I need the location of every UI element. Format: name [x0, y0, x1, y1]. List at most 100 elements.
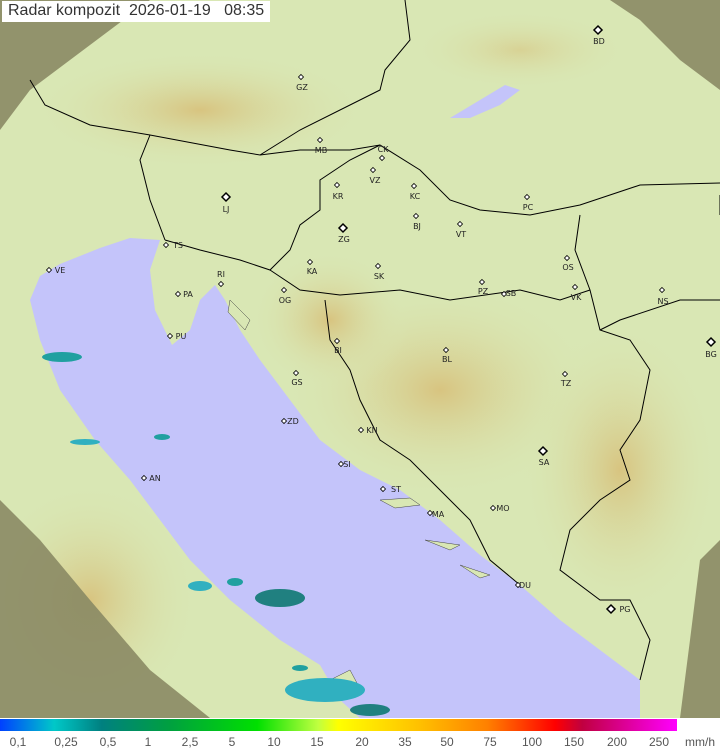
- station-label: VK: [571, 293, 582, 302]
- radar-map[interactable]: GZ BD MB CK VZ KR KC PC LJ BJ VT ZG TS VE RI KA SK OS PA OG…: [0, 0, 720, 718]
- station-label: CK: [378, 145, 390, 154]
- legend-tick: 1: [144, 735, 152, 749]
- station-marker-icon: [140, 474, 148, 482]
- station-marker-icon: [297, 73, 305, 81]
- station-label: VZ: [370, 176, 381, 185]
- station-label: SA: [539, 458, 550, 467]
- station-label: KA: [307, 267, 318, 276]
- legend-tick: 0,1: [9, 735, 27, 749]
- station-label: VT: [456, 230, 466, 239]
- station-marker-icon: [220, 191, 232, 203]
- station-label: VE: [55, 266, 66, 275]
- station-marker-icon: [478, 278, 486, 286]
- station-label: SK: [374, 272, 385, 281]
- station-marker-icon: [174, 290, 182, 298]
- adriatic-sea: [30, 238, 640, 718]
- station-label: MA: [432, 510, 445, 519]
- station-marker-icon: [658, 286, 666, 294]
- station-label: PA: [183, 290, 193, 299]
- station-label: ST: [391, 485, 401, 494]
- station-label: GZ: [296, 83, 308, 92]
- legend-tick: 5: [228, 735, 236, 749]
- station-label: BL: [442, 355, 452, 364]
- station-label: PC: [523, 203, 534, 212]
- radar-echoes: [42, 352, 390, 716]
- station-marker-icon: [280, 417, 288, 425]
- station-marker-icon: [280, 286, 288, 294]
- station-marker-icon: [537, 445, 549, 457]
- station-marker-icon: [442, 346, 450, 354]
- station-marker-icon: [410, 182, 418, 190]
- station-marker-icon: [369, 166, 377, 174]
- terrain-shading: [0, 10, 720, 718]
- legend-tick: 50: [440, 735, 454, 749]
- station-marker-icon: [357, 426, 365, 434]
- station-label: ZG: [338, 235, 350, 244]
- station-marker-icon: [456, 220, 464, 228]
- station-label: NS: [657, 297, 668, 306]
- station-marker-icon: [337, 222, 349, 234]
- station-marker-icon: [374, 262, 382, 270]
- station-label: BG: [705, 350, 717, 359]
- legend-tick: 20: [355, 735, 369, 749]
- legend-ticks: 0,1 0,25 0,5 1 2,5 5 10 15 20 35 50 75 1…: [0, 735, 720, 751]
- stations: GZ BD MB CK VZ KR KC PC LJ BJ VT ZG TS VE RI KA SK OS PA OG…: [45, 24, 717, 615]
- station-label: AN: [149, 474, 160, 483]
- station-label: TS: [172, 241, 183, 250]
- out-of-range-area: [0, 0, 720, 718]
- station-marker-icon: [563, 254, 571, 262]
- legend-tick: 0,25: [54, 735, 78, 749]
- legend-tick: 2,5: [181, 735, 199, 749]
- station-label: KR: [333, 192, 344, 201]
- station-marker-icon: [333, 181, 341, 189]
- station-label: SB: [506, 289, 517, 298]
- station-marker-icon: [489, 504, 497, 512]
- legend-tick: 10: [267, 735, 281, 749]
- station-marker-icon: [592, 24, 604, 36]
- station-label: BJ: [413, 222, 421, 231]
- station-label: MO: [496, 504, 509, 513]
- station-label: RI: [217, 270, 225, 279]
- station-label: OS: [562, 263, 573, 272]
- station-label: GS: [291, 378, 302, 387]
- precipitation-color-scale: [0, 719, 677, 731]
- station-marker-icon: [316, 136, 324, 144]
- station-label: PZ: [478, 287, 489, 296]
- country-borders: [29, 0, 720, 681]
- station-marker-icon: [166, 332, 174, 340]
- station-marker-icon: [162, 241, 170, 249]
- station-label: TZ: [560, 379, 572, 388]
- station-label: OG: [279, 296, 292, 305]
- station-marker-icon: [561, 370, 569, 378]
- legend-tick: 15: [310, 735, 324, 749]
- map-title: Radar kompozit 2026-01-19 08:35: [2, 1, 271, 22]
- station-label: LJ: [223, 205, 230, 214]
- legend-tick: 35: [398, 735, 412, 749]
- station-label: MB: [315, 146, 327, 155]
- station-marker-icon: [523, 193, 531, 201]
- station-label: KC: [410, 192, 421, 201]
- station-marker-icon: [306, 258, 314, 266]
- station-marker-icon: [571, 283, 579, 291]
- station-marker-icon: [605, 603, 617, 615]
- legend-tick: 150: [563, 735, 585, 749]
- station-marker-icon: [217, 280, 225, 288]
- station-marker-icon: [378, 154, 386, 162]
- station-label: PG: [619, 605, 630, 614]
- station-label: PU: [176, 332, 187, 341]
- legend-tick: 75: [483, 735, 497, 749]
- lake-balaton: [450, 85, 520, 118]
- station-label: ZD: [287, 417, 299, 426]
- station-marker-icon: [333, 337, 341, 345]
- station-marker-icon: [292, 369, 300, 377]
- station-marker-icon: [337, 460, 345, 468]
- station-marker-icon: [45, 266, 53, 274]
- station-label: SI: [343, 460, 350, 469]
- station-marker-icon: [426, 509, 434, 517]
- station-label: KN: [366, 426, 377, 435]
- legend-tick: 100: [521, 735, 543, 749]
- station-marker-icon: [500, 290, 508, 298]
- legend-tick: 0,5: [99, 735, 117, 749]
- station-marker-icon: [379, 485, 387, 493]
- station-marker-icon: [514, 581, 522, 589]
